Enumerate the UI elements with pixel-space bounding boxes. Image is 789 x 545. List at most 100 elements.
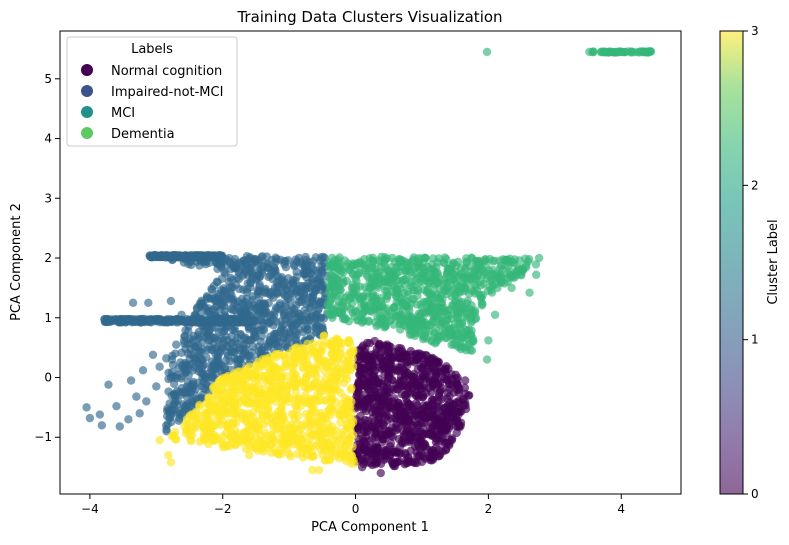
data-point [137,316,146,325]
data-point [359,341,368,350]
data-point [354,269,364,278]
data-point [207,372,216,382]
x-tick-label: 0 [352,502,360,516]
data-point [410,457,419,467]
data-point [441,427,450,436]
data-point [336,388,346,398]
data-point [434,357,444,367]
data-point [329,272,339,282]
data-point [305,421,314,430]
legend-marker [81,127,93,139]
data-point [164,450,173,460]
data-point [423,429,432,439]
data-point [292,418,302,427]
data-point [482,274,491,283]
data-point [372,344,382,354]
data-point [361,352,371,362]
data-point [210,433,219,442]
data-point [521,260,531,270]
data-point [204,315,213,325]
data-point [315,396,325,405]
data-point [348,442,357,451]
data-point [152,382,161,391]
data-point [347,283,357,292]
data-point [200,436,209,445]
data-point [401,391,410,400]
colorbar-tick-label: 3 [751,24,759,38]
legend-entry: Normal cognition [81,64,222,79]
data-point [357,462,367,472]
data-point [500,279,509,288]
data-point [446,305,455,314]
data-point [532,270,541,279]
data-point [284,449,294,459]
data-point [187,252,196,261]
data-point [231,440,240,450]
data-point [485,282,494,292]
data-point [236,408,245,417]
data-point [179,400,188,409]
data-point [394,343,404,353]
data-point [367,434,377,443]
data-point [195,299,204,309]
data-point [482,260,491,269]
data-point [212,315,221,325]
data-point [411,381,420,390]
data-point [318,412,327,421]
data-point [312,372,321,381]
data-point [219,399,229,408]
data-point [311,253,321,262]
data-point [124,415,133,424]
data-point [441,333,451,343]
data-point [421,370,430,379]
data-point [271,317,281,327]
data-point [245,450,254,460]
data-point [413,354,422,364]
data-point [270,268,280,277]
data-point [285,357,294,367]
data-point [482,47,492,57]
data-point [347,299,357,308]
data-point [132,392,141,401]
data-point [362,288,372,298]
data-point [393,410,402,420]
legend-box [66,36,238,147]
data-point [245,420,255,430]
data-point [104,380,113,389]
data-point [258,252,267,261]
data-point [223,423,233,432]
data-point [449,388,459,397]
data-point [346,385,356,394]
data-point [156,317,166,326]
data-point [238,314,248,324]
data-point [332,336,341,345]
data-point [308,465,317,475]
data-point [184,315,193,325]
data-point [276,409,286,418]
data-point [343,338,353,348]
data-point [279,428,288,437]
data-point [202,331,211,341]
data-point [248,295,257,305]
data-point [221,356,231,365]
data-point [171,397,180,406]
data-point [305,399,314,408]
y-tick-label: 3 [44,191,52,205]
data-point [311,310,320,319]
data-point [189,351,199,360]
data-point [411,391,421,401]
data-point [377,316,386,325]
data-point [299,363,308,372]
data-point [244,437,253,446]
data-point [223,256,232,266]
data-point [171,349,180,358]
data-point [470,306,480,315]
data-point [292,433,301,442]
data-point [412,407,422,416]
data-point [407,278,416,287]
data-point [144,298,153,308]
data-point [312,441,321,451]
data-point [367,458,376,468]
legend: Labels Normal cognition Impaired-not-MCI M… [66,36,238,147]
data-point [395,457,404,466]
